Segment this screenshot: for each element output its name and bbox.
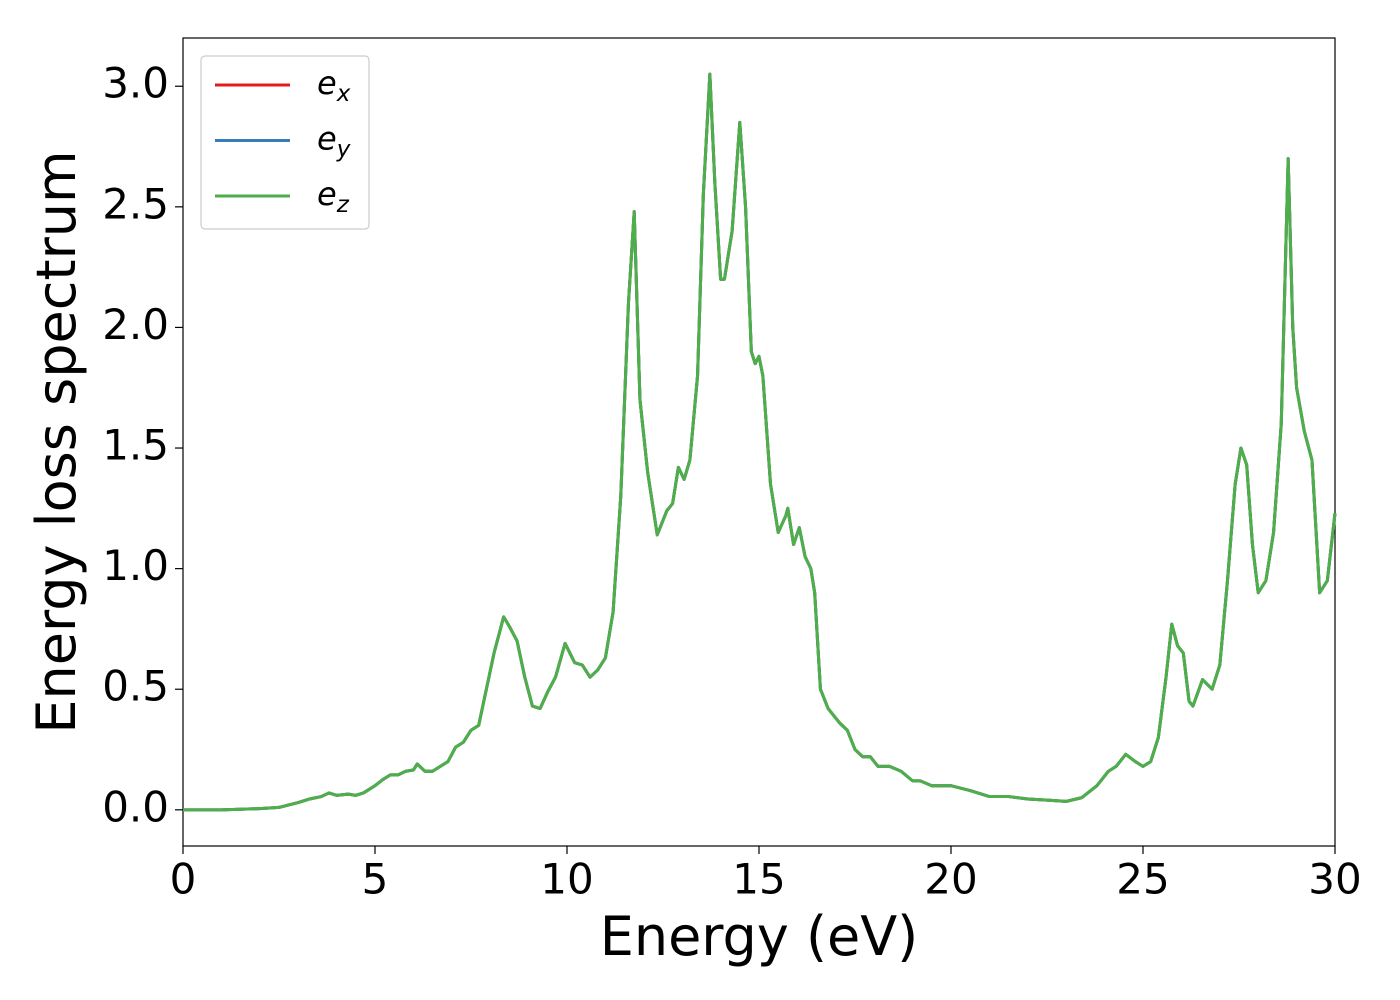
x-tick-label: 25	[1116, 855, 1169, 904]
legend-box	[200, 55, 370, 230]
y-tick-label: 2.0	[102, 300, 169, 349]
x-tick-label: 30	[1308, 855, 1361, 904]
y-tick-label: 1.5	[102, 421, 169, 470]
y-tick-label: 3.0	[102, 59, 169, 108]
legend-label: ex	[317, 64, 351, 107]
legend-label: ey	[317, 120, 351, 163]
x-axis-title: Energy (eV)	[600, 905, 919, 968]
y-tick-label: 2.5	[102, 179, 169, 228]
y-tick-label: 1.0	[102, 541, 169, 590]
x-tick-label: 10	[540, 855, 593, 904]
y-tick-label: 0.0	[102, 782, 169, 831]
data-line	[183, 72, 1337, 812]
y-tick-label: 0.5	[102, 662, 169, 711]
x-tick-label: 0	[170, 855, 197, 904]
y-axis-title: Energy loss spectrum	[25, 150, 88, 733]
x-tick-label: 20	[924, 855, 977, 904]
x-tick-label: 15	[732, 855, 785, 904]
x-tick-label: 5	[362, 855, 389, 904]
legend-label: ez	[317, 175, 350, 218]
plot-frame	[182, 37, 1336, 847]
